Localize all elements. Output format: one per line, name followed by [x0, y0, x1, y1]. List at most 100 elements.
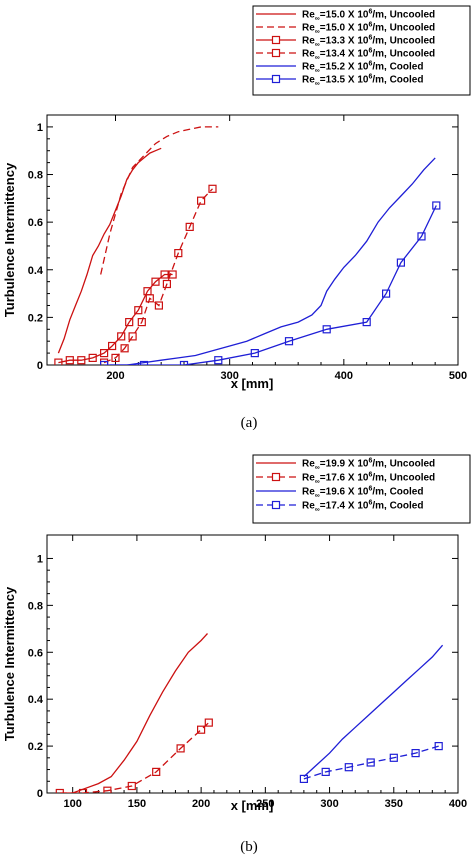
data-point [134, 306, 143, 315]
x-tick-label: 300 [320, 798, 338, 810]
data-point [411, 748, 420, 758]
caption-a: (a) [241, 415, 258, 431]
data-point [389, 753, 398, 762]
series-group-a [54, 126, 441, 365]
data-point [284, 337, 294, 346]
y-tick-label: 0.8 [28, 600, 43, 612]
y-tick-label: 1 [37, 122, 43, 134]
y-tick-label: 1 [37, 553, 43, 565]
xlabel-a: x [mm] [231, 376, 274, 391]
series-line-5 [109, 157, 436, 365]
legend-entry-2: Re∞=15.0 X 106/m, Uncooled [256, 22, 435, 36]
data-point [120, 344, 129, 353]
x-tick-label: 100 [64, 798, 82, 810]
data-point [111, 353, 120, 362]
data-point [432, 201, 441, 210]
data-point [168, 270, 177, 279]
x-tick-label: 200 [106, 370, 124, 382]
data-point [99, 360, 109, 365]
data-point [160, 270, 169, 279]
series-line-4 [303, 745, 439, 780]
x-tick-label: 300 [220, 370, 238, 382]
x-tick-label: 350 [385, 798, 403, 810]
legend-entry-1: Re∞=19.9 X 106/m, Uncooled [256, 458, 435, 472]
y-tick-label: 0.4 [28, 694, 44, 706]
data-point [321, 767, 330, 777]
axis-ticks-a: 200 300 400 500 0 0.2 0.4 0.6 0.8 1 [28, 115, 467, 382]
y-tick-label: 0.2 [28, 312, 43, 324]
legend-entry-5: Re∞=15.2 X 106/m, Cooled [256, 61, 423, 75]
legend-marker [271, 35, 281, 45]
data-point [197, 725, 206, 734]
y-tick-label: 0.2 [28, 741, 43, 753]
series-line-1 [59, 633, 208, 793]
legend-marker [271, 500, 281, 510]
legend-entry-3: Re∞=13.3 X 106/m, Uncooled [256, 35, 435, 49]
axis-ticks-b: 100 150 200 250 300 350 400 0 0.2 0.4 0.6 0.8 1 [28, 535, 467, 810]
data-point [145, 294, 154, 303]
data-point [125, 318, 134, 327]
legend-marker [271, 74, 281, 84]
data-point [197, 196, 206, 205]
y-tick-label: 0 [37, 360, 43, 372]
data-point [107, 341, 117, 351]
series-group-b [55, 633, 444, 793]
legend-label: Re∞=17.4 X 106/m, Cooled [302, 500, 423, 514]
legend-entry-6: Re∞=13.5 X 106/m, Cooled [256, 74, 423, 88]
legend-box-b [252, 454, 471, 524]
data-point [299, 774, 308, 784]
data-point [151, 277, 160, 286]
series-line-3 [58, 273, 173, 364]
ylabel-a: Turbulence Intermittency [2, 162, 17, 317]
y-tick-label: 0.8 [28, 170, 43, 182]
x-tick-label: 500 [449, 370, 467, 382]
x-tick-label: 150 [128, 798, 146, 810]
data-point [204, 718, 213, 727]
data-point [137, 318, 146, 327]
legend-label: Re∞=13.5 X 106/m, Cooled [302, 74, 423, 88]
legend-marker [271, 472, 281, 482]
data-point [174, 249, 183, 258]
data-point [152, 767, 161, 777]
series-line-6 [104, 205, 437, 365]
data-point [78, 788, 88, 793]
data-point [77, 356, 86, 365]
legend-label: Re∞=15.0 X 106/m, Uncooled [302, 9, 435, 23]
data-point [139, 360, 149, 365]
data-point [208, 184, 217, 193]
data-point [382, 289, 391, 298]
data-point [103, 786, 112, 793]
data-point [417, 232, 426, 241]
legend-entry-1: Re∞=15.0 X 106/m, Uncooled [256, 9, 435, 23]
legend-label: Re∞=15.0 X 106/m, Uncooled [302, 22, 435, 36]
data-point [214, 356, 223, 365]
caption-b: (b) [240, 839, 258, 855]
series-line-1 [57, 147, 162, 354]
x-tick-label: 400 [335, 370, 353, 382]
data-point [117, 332, 126, 341]
data-point [366, 758, 375, 767]
y-tick-label: 0 [37, 788, 43, 800]
data-point [88, 353, 97, 362]
y-tick-label: 0.4 [28, 265, 44, 277]
y-tick-label: 0.6 [28, 647, 43, 659]
data-point [65, 356, 74, 365]
data-point [54, 358, 63, 365]
legend-marker [271, 48, 281, 58]
legend-label: Re∞=17.6 X 106/m, Uncooled [302, 472, 435, 486]
plot-area-a: 200 300 400 500 0 0.2 0.4 0.6 0.8 1 [28, 114, 467, 382]
legend-entry-4: Re∞=17.4 X 106/m, Cooled [256, 500, 423, 514]
legend-box-a [252, 5, 471, 96]
data-point [128, 332, 137, 341]
data-point [176, 744, 185, 753]
y-tick-label: 0.6 [28, 217, 43, 229]
legend-entry-2: Re∞=17.6 X 106/m, Uncooled [256, 472, 435, 486]
legend-entry-3: Re∞=19.6 X 106/m, Cooled [256, 486, 423, 500]
plot-area-b: 100 150 200 250 300 350 400 0 0.2 0.4 0.6 0.8 1 [28, 534, 467, 810]
data-point [396, 258, 405, 267]
